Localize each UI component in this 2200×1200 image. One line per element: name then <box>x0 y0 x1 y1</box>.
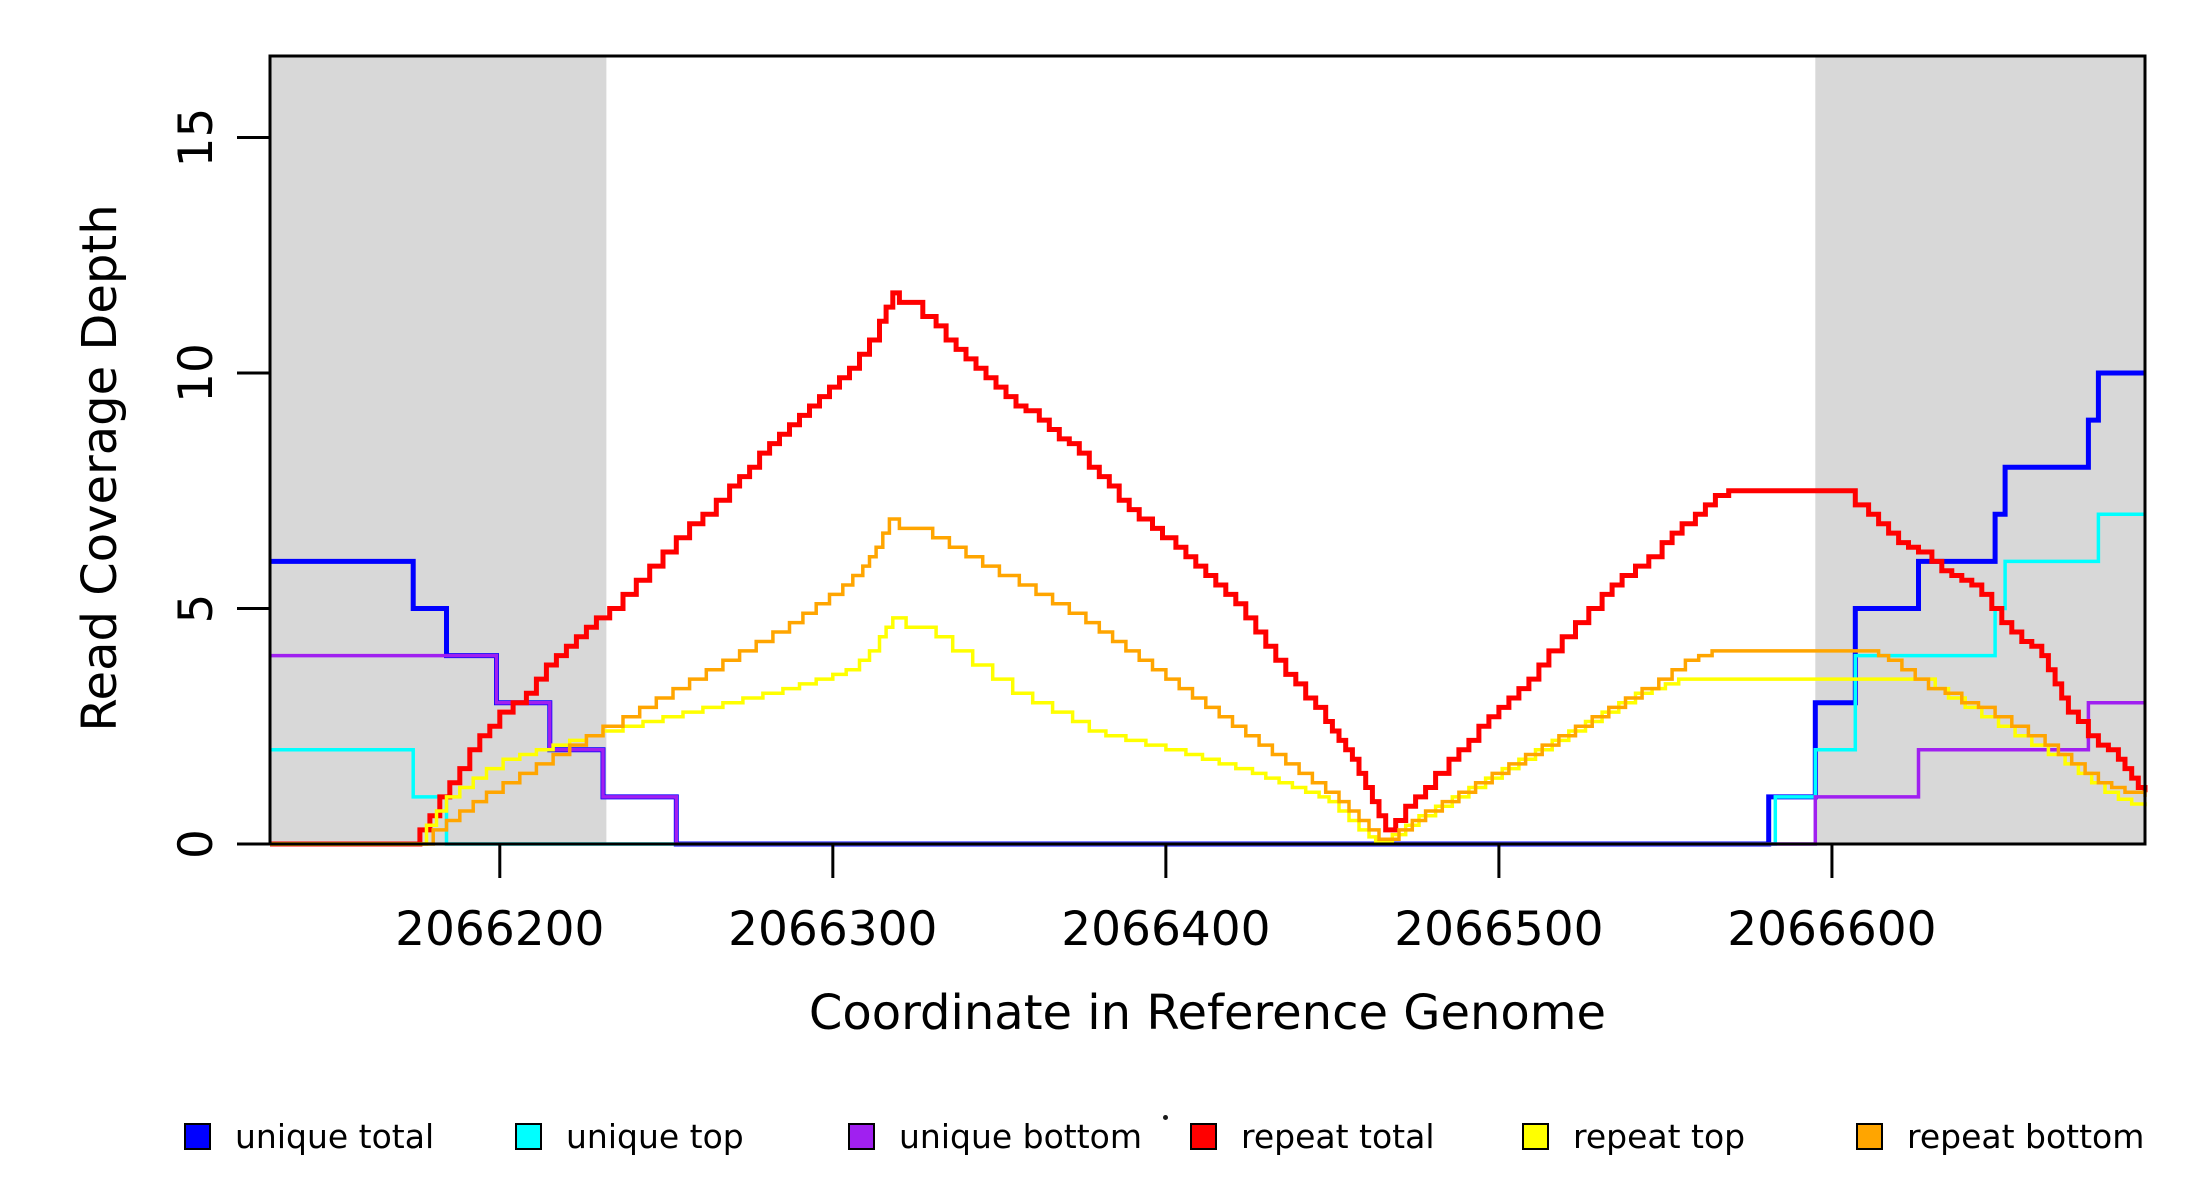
legend-label: unique top <box>566 1116 744 1156</box>
x-tick-label: 2066500 <box>1394 902 1603 957</box>
legend-item-unique-bottom: unique bottom <box>848 1116 1143 1156</box>
legend-label: repeat bottom <box>1907 1116 2145 1156</box>
x-tick-label: 2066400 <box>1061 902 1270 957</box>
series-repeat-bottom <box>270 517 2147 846</box>
legend-swatch-icon <box>848 1122 875 1150</box>
legend-label: unique total <box>235 1116 435 1156</box>
plot-border <box>268 54 2147 846</box>
y-tick-label: 5 <box>169 594 224 624</box>
legend-swatch-icon <box>1190 1122 1217 1150</box>
series-repeat-total <box>270 290 2148 847</box>
legend: unique total unique top unique bottom repea… <box>0 1116 2200 1158</box>
x-tick-label: 2066300 <box>728 902 937 957</box>
legend-label: unique bottom <box>899 1116 1143 1156</box>
legend-item-unique-total: unique total <box>184 1116 435 1156</box>
y-axis-title: Read Coverage Depth <box>72 204 128 732</box>
y-tick-label: 10 <box>169 343 224 403</box>
series-repeat-top <box>270 616 2147 846</box>
y-tick-label: 0 <box>169 829 224 859</box>
shaded-region-right-repeat-flank <box>1815 56 2145 844</box>
legend-swatch-icon <box>1522 1122 1549 1150</box>
x-tick-label: 2066200 <box>395 902 604 957</box>
legend-label: repeat total <box>1241 1116 1435 1156</box>
legend-item-repeat-bottom: repeat bottom <box>1856 1116 2145 1156</box>
legend-item-unique-top: unique top <box>515 1116 744 1156</box>
stray-point-artifact <box>1163 1115 1168 1120</box>
legend-item-repeat-top: repeat top <box>1522 1116 1746 1156</box>
x-axis-title: Coordinate in Reference Genome <box>808 985 1607 1041</box>
legend-swatch-icon <box>184 1122 211 1150</box>
shaded-region-left-repeat-flank <box>270 56 607 844</box>
legend-swatch-icon <box>515 1122 542 1150</box>
x-tick-label: 2066600 <box>1727 902 1936 957</box>
legend-swatch-icon <box>1856 1122 1883 1150</box>
y-tick-label: 15 <box>169 108 224 168</box>
legend-item-repeat-total: repeat total <box>1190 1116 1435 1156</box>
legend-label: repeat top <box>1573 1116 1746 1156</box>
